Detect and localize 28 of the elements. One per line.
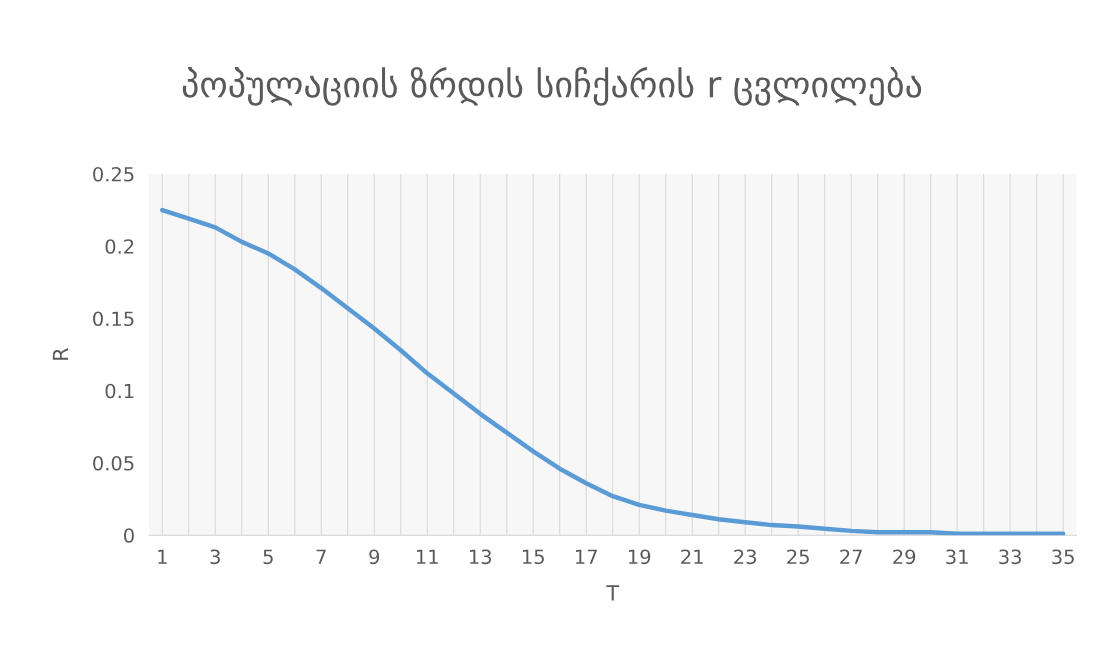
y-tick-label: 0.1 xyxy=(105,383,134,399)
y-axis-title: R xyxy=(52,347,69,360)
x-tick-label: 17 xyxy=(575,549,597,564)
x-tick-label: 29 xyxy=(893,549,916,565)
x-tick-label: 33 xyxy=(999,549,1021,565)
x-tick-label: 21 xyxy=(681,549,703,564)
x-axis-title: T xyxy=(606,585,620,601)
x-tick-label: 15 xyxy=(523,549,544,565)
y-tick-label: 0 xyxy=(124,528,134,543)
x-tick-label: 9 xyxy=(369,549,380,565)
y-tick-label: 0.05 xyxy=(93,455,134,471)
chart-title: პოპულაციის ზრდის სიჩქარის r ცვლილება xyxy=(182,66,922,106)
x-tick-label: 5 xyxy=(263,549,273,565)
x-tick-label: 11 xyxy=(417,549,438,564)
x-tick-label: 1 xyxy=(158,549,167,564)
x-tick-label: 3 xyxy=(210,549,220,565)
x-tick-label: 7 xyxy=(316,549,326,564)
x-tick-label: 19 xyxy=(628,549,651,565)
x-tick-label: 23 xyxy=(734,549,757,565)
y-tick-label: 0.2 xyxy=(105,239,134,254)
line-series xyxy=(160,207,1066,536)
y-tick-label: 0.15 xyxy=(93,311,134,327)
y-tick-label: 0.25 xyxy=(93,166,134,182)
x-tick-label: 35 xyxy=(1052,549,1074,565)
x-tick-label: 13 xyxy=(470,549,492,565)
x-tick-label: 31 xyxy=(946,549,968,565)
x-tick-label: 25 xyxy=(787,549,809,565)
x-tick-label: 27 xyxy=(840,549,862,564)
